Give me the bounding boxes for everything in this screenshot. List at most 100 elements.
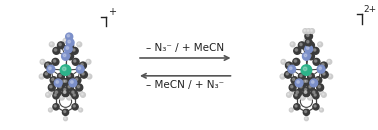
Circle shape <box>302 52 310 60</box>
Circle shape <box>81 63 83 66</box>
Circle shape <box>78 67 81 70</box>
Circle shape <box>71 81 73 83</box>
Circle shape <box>310 29 314 34</box>
Circle shape <box>291 85 293 88</box>
Circle shape <box>322 93 324 95</box>
Circle shape <box>310 79 318 87</box>
Circle shape <box>50 42 54 47</box>
Circle shape <box>309 96 310 98</box>
Circle shape <box>48 84 55 91</box>
Circle shape <box>63 54 66 57</box>
Circle shape <box>73 105 75 107</box>
Circle shape <box>321 62 327 69</box>
Circle shape <box>62 67 66 71</box>
Circle shape <box>321 92 326 97</box>
Circle shape <box>305 88 307 91</box>
Circle shape <box>291 84 293 86</box>
Circle shape <box>48 91 52 95</box>
Circle shape <box>66 47 69 49</box>
Circle shape <box>289 84 296 91</box>
Text: – N₃⁻ / + MeCN: – N₃⁻ / + MeCN <box>146 43 224 53</box>
Circle shape <box>306 47 309 49</box>
Circle shape <box>308 73 314 80</box>
Circle shape <box>62 109 69 115</box>
Circle shape <box>64 118 66 119</box>
Circle shape <box>57 84 64 91</box>
Circle shape <box>79 91 82 95</box>
Circle shape <box>305 45 313 53</box>
Circle shape <box>303 90 310 96</box>
Circle shape <box>303 109 310 115</box>
Circle shape <box>62 52 70 60</box>
Circle shape <box>309 74 311 77</box>
Circle shape <box>296 91 299 93</box>
Circle shape <box>54 49 57 51</box>
Circle shape <box>54 90 61 96</box>
Circle shape <box>322 63 324 66</box>
Circle shape <box>41 60 43 62</box>
Circle shape <box>64 39 66 41</box>
Text: – MeCN / + N₃⁻: – MeCN / + N₃⁻ <box>146 80 224 90</box>
Circle shape <box>298 84 305 91</box>
Circle shape <box>72 104 78 110</box>
Circle shape <box>39 74 44 79</box>
Circle shape <box>305 83 307 84</box>
Circle shape <box>294 104 300 110</box>
Circle shape <box>290 42 295 47</box>
Circle shape <box>298 42 305 49</box>
Circle shape <box>53 104 59 110</box>
Circle shape <box>293 78 295 80</box>
Circle shape <box>321 71 328 78</box>
Circle shape <box>305 118 307 119</box>
Circle shape <box>75 78 78 80</box>
Circle shape <box>302 79 309 85</box>
Circle shape <box>56 81 59 83</box>
Circle shape <box>52 58 59 65</box>
Circle shape <box>77 42 82 47</box>
Circle shape <box>50 43 52 45</box>
Circle shape <box>46 92 51 97</box>
Circle shape <box>64 91 66 93</box>
Circle shape <box>329 75 330 77</box>
Circle shape <box>287 63 289 66</box>
Text: 2+: 2+ <box>364 5 376 14</box>
Circle shape <box>60 96 62 98</box>
Circle shape <box>314 60 317 62</box>
Circle shape <box>46 63 48 66</box>
Circle shape <box>280 74 285 79</box>
Circle shape <box>313 91 315 93</box>
Circle shape <box>72 91 74 93</box>
Circle shape <box>328 74 333 79</box>
Circle shape <box>305 82 308 86</box>
Circle shape <box>49 91 51 93</box>
Circle shape <box>305 39 307 41</box>
Circle shape <box>68 96 70 98</box>
Circle shape <box>318 85 321 88</box>
Circle shape <box>295 49 297 51</box>
Circle shape <box>76 84 83 91</box>
Circle shape <box>291 77 298 84</box>
Circle shape <box>290 91 291 93</box>
Circle shape <box>82 73 84 75</box>
Circle shape <box>293 58 300 65</box>
Circle shape <box>71 47 78 54</box>
Circle shape <box>307 41 309 43</box>
Circle shape <box>73 49 75 51</box>
Circle shape <box>297 81 299 83</box>
Circle shape <box>294 60 297 62</box>
Circle shape <box>301 65 312 75</box>
Circle shape <box>303 87 310 93</box>
Circle shape <box>81 92 85 97</box>
Circle shape <box>51 78 54 80</box>
Circle shape <box>290 91 293 95</box>
Circle shape <box>68 74 70 77</box>
Circle shape <box>319 43 321 45</box>
Circle shape <box>53 47 60 54</box>
Circle shape <box>68 54 70 57</box>
Circle shape <box>298 73 305 80</box>
Circle shape <box>49 109 51 110</box>
Circle shape <box>290 67 292 70</box>
Circle shape <box>53 93 59 99</box>
Circle shape <box>304 38 309 43</box>
Circle shape <box>313 93 319 99</box>
